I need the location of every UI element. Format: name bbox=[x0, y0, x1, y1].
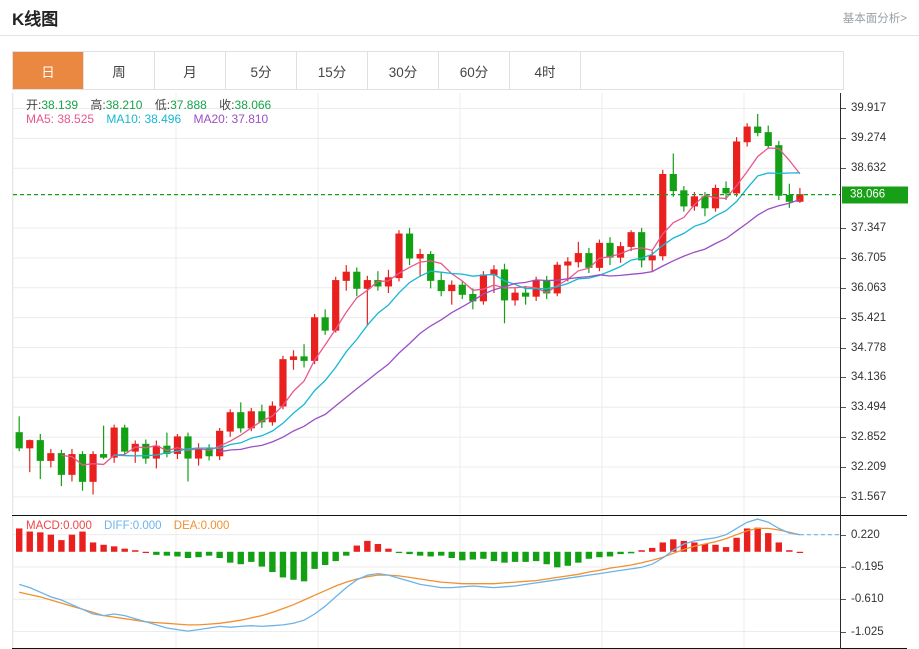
dea-value: 0.000 bbox=[200, 520, 230, 532]
diff-value: 0.000 bbox=[132, 520, 162, 532]
price-tick bbox=[841, 496, 846, 498]
tab-5[interactable]: 30分 bbox=[368, 52, 439, 89]
price-axis-label-5: 36.063 bbox=[851, 281, 887, 294]
price-axis-label-4: 36.705 bbox=[851, 251, 887, 264]
tab-3[interactable]: 5分 bbox=[226, 52, 297, 89]
close-value: 38.066 bbox=[234, 98, 272, 112]
price-tick bbox=[841, 407, 846, 409]
ma10-value: 38.496 bbox=[144, 112, 182, 126]
price-axis: 39.917 39.274 38.632 37.347 36.705 36.063 35.4… bbox=[840, 93, 908, 649]
tab-0[interactable]: 日 bbox=[13, 52, 84, 89]
ma5-label: MA5: bbox=[26, 112, 55, 126]
price-axis-label-9: 33.494 bbox=[851, 401, 887, 414]
macd-label: MACD: bbox=[26, 520, 64, 532]
price-axis-label-0: 39.917 bbox=[851, 102, 887, 115]
price-tick bbox=[841, 108, 846, 110]
page-title: K线图 bbox=[12, 10, 59, 29]
macd-tick bbox=[841, 566, 846, 568]
candlestick-panel[interactable] bbox=[12, 93, 841, 514]
price-axis-label-10: 32.852 bbox=[851, 431, 887, 444]
price-tick bbox=[841, 377, 846, 379]
ma5-value: 38.525 bbox=[57, 112, 95, 126]
fundamental-analysis-link[interactable]: 基本面分析> bbox=[842, 13, 907, 25]
header-divider bbox=[0, 35, 919, 36]
panel-separator bbox=[12, 515, 907, 516]
ma-legend: MA5: 38.525 MA10: 38.496 MA20: 37.810 bbox=[26, 112, 268, 126]
dea-label: DEA: bbox=[173, 520, 201, 532]
diff-label: DIFF: bbox=[104, 520, 133, 532]
low-label: 低: bbox=[154, 98, 171, 112]
tab-4[interactable]: 15分 bbox=[297, 52, 368, 89]
close-label: 收: bbox=[219, 98, 235, 112]
price-axis-label-7: 34.778 bbox=[851, 341, 887, 354]
price-axis-label-2: 38.632 bbox=[851, 162, 887, 175]
page-header: K线图 基本面分析> bbox=[0, 0, 919, 36]
macd-axis-label-2: -0.610 bbox=[851, 593, 884, 606]
price-axis-label-3: 37.347 bbox=[851, 222, 887, 235]
candlestick-svg bbox=[13, 93, 841, 514]
price-tick bbox=[841, 467, 846, 469]
low-value: 37.888 bbox=[170, 98, 207, 112]
ma20-label: MA20: bbox=[193, 112, 229, 126]
price-tick bbox=[841, 437, 846, 439]
timeframe-tabbar: 日周月 5分 15分 30分 60分 4时 bbox=[12, 51, 844, 90]
macd-svg bbox=[13, 516, 841, 649]
price-tick bbox=[841, 138, 846, 140]
open-value: 38.139 bbox=[41, 98, 79, 112]
chart-container: 开:38.139 高:38.210 低:37.888 收:38.066 MA5:… bbox=[12, 93, 908, 649]
price-tick bbox=[841, 228, 846, 230]
tab-1[interactable]: 周 bbox=[84, 52, 155, 89]
price-axis-label-12: 31.567 bbox=[851, 490, 887, 503]
high-label: 高: bbox=[90, 98, 106, 112]
tab-7[interactable]: 4时 bbox=[510, 52, 581, 89]
price-axis-label-8: 34.136 bbox=[851, 371, 887, 384]
ohlc-legend: 开:38.139 高:38.210 低:37.888 收:38.066 bbox=[26, 96, 271, 113]
macd-axis-label-1: -0.195 bbox=[851, 560, 884, 573]
price-tick bbox=[841, 287, 846, 289]
tabbar-filler bbox=[581, 52, 843, 89]
ma20-value: 37.810 bbox=[231, 112, 269, 126]
current-price-chip: 38.066 bbox=[842, 186, 908, 204]
macd-value: 0.000 bbox=[63, 520, 92, 532]
macd-tick bbox=[841, 599, 846, 601]
price-axis-label-6: 35.421 bbox=[851, 311, 887, 324]
macd-legend: MACD:0.000 DIFF:0.000 DEA:0.000 bbox=[26, 520, 229, 532]
price-tick bbox=[841, 347, 846, 349]
macd-axis-label-0: 0.220 bbox=[851, 528, 880, 541]
tab-2[interactable]: 月 bbox=[155, 52, 226, 89]
open-label: 开: bbox=[26, 98, 42, 112]
macd-axis-label-3: -1.025 bbox=[851, 625, 884, 638]
price-tick bbox=[841, 317, 846, 319]
price-axis-label-11: 32.209 bbox=[851, 461, 887, 474]
high-value: 38.210 bbox=[105, 98, 143, 112]
price-tick bbox=[841, 257, 846, 259]
ma10-label: MA10: bbox=[106, 112, 142, 126]
macd-panel[interactable] bbox=[12, 516, 841, 649]
price-tick bbox=[841, 168, 846, 170]
tab-6[interactable]: 60分 bbox=[439, 52, 510, 89]
price-axis-label-1: 39.274 bbox=[851, 132, 887, 145]
macd-tick bbox=[841, 534, 846, 536]
macd-tick bbox=[841, 631, 846, 633]
